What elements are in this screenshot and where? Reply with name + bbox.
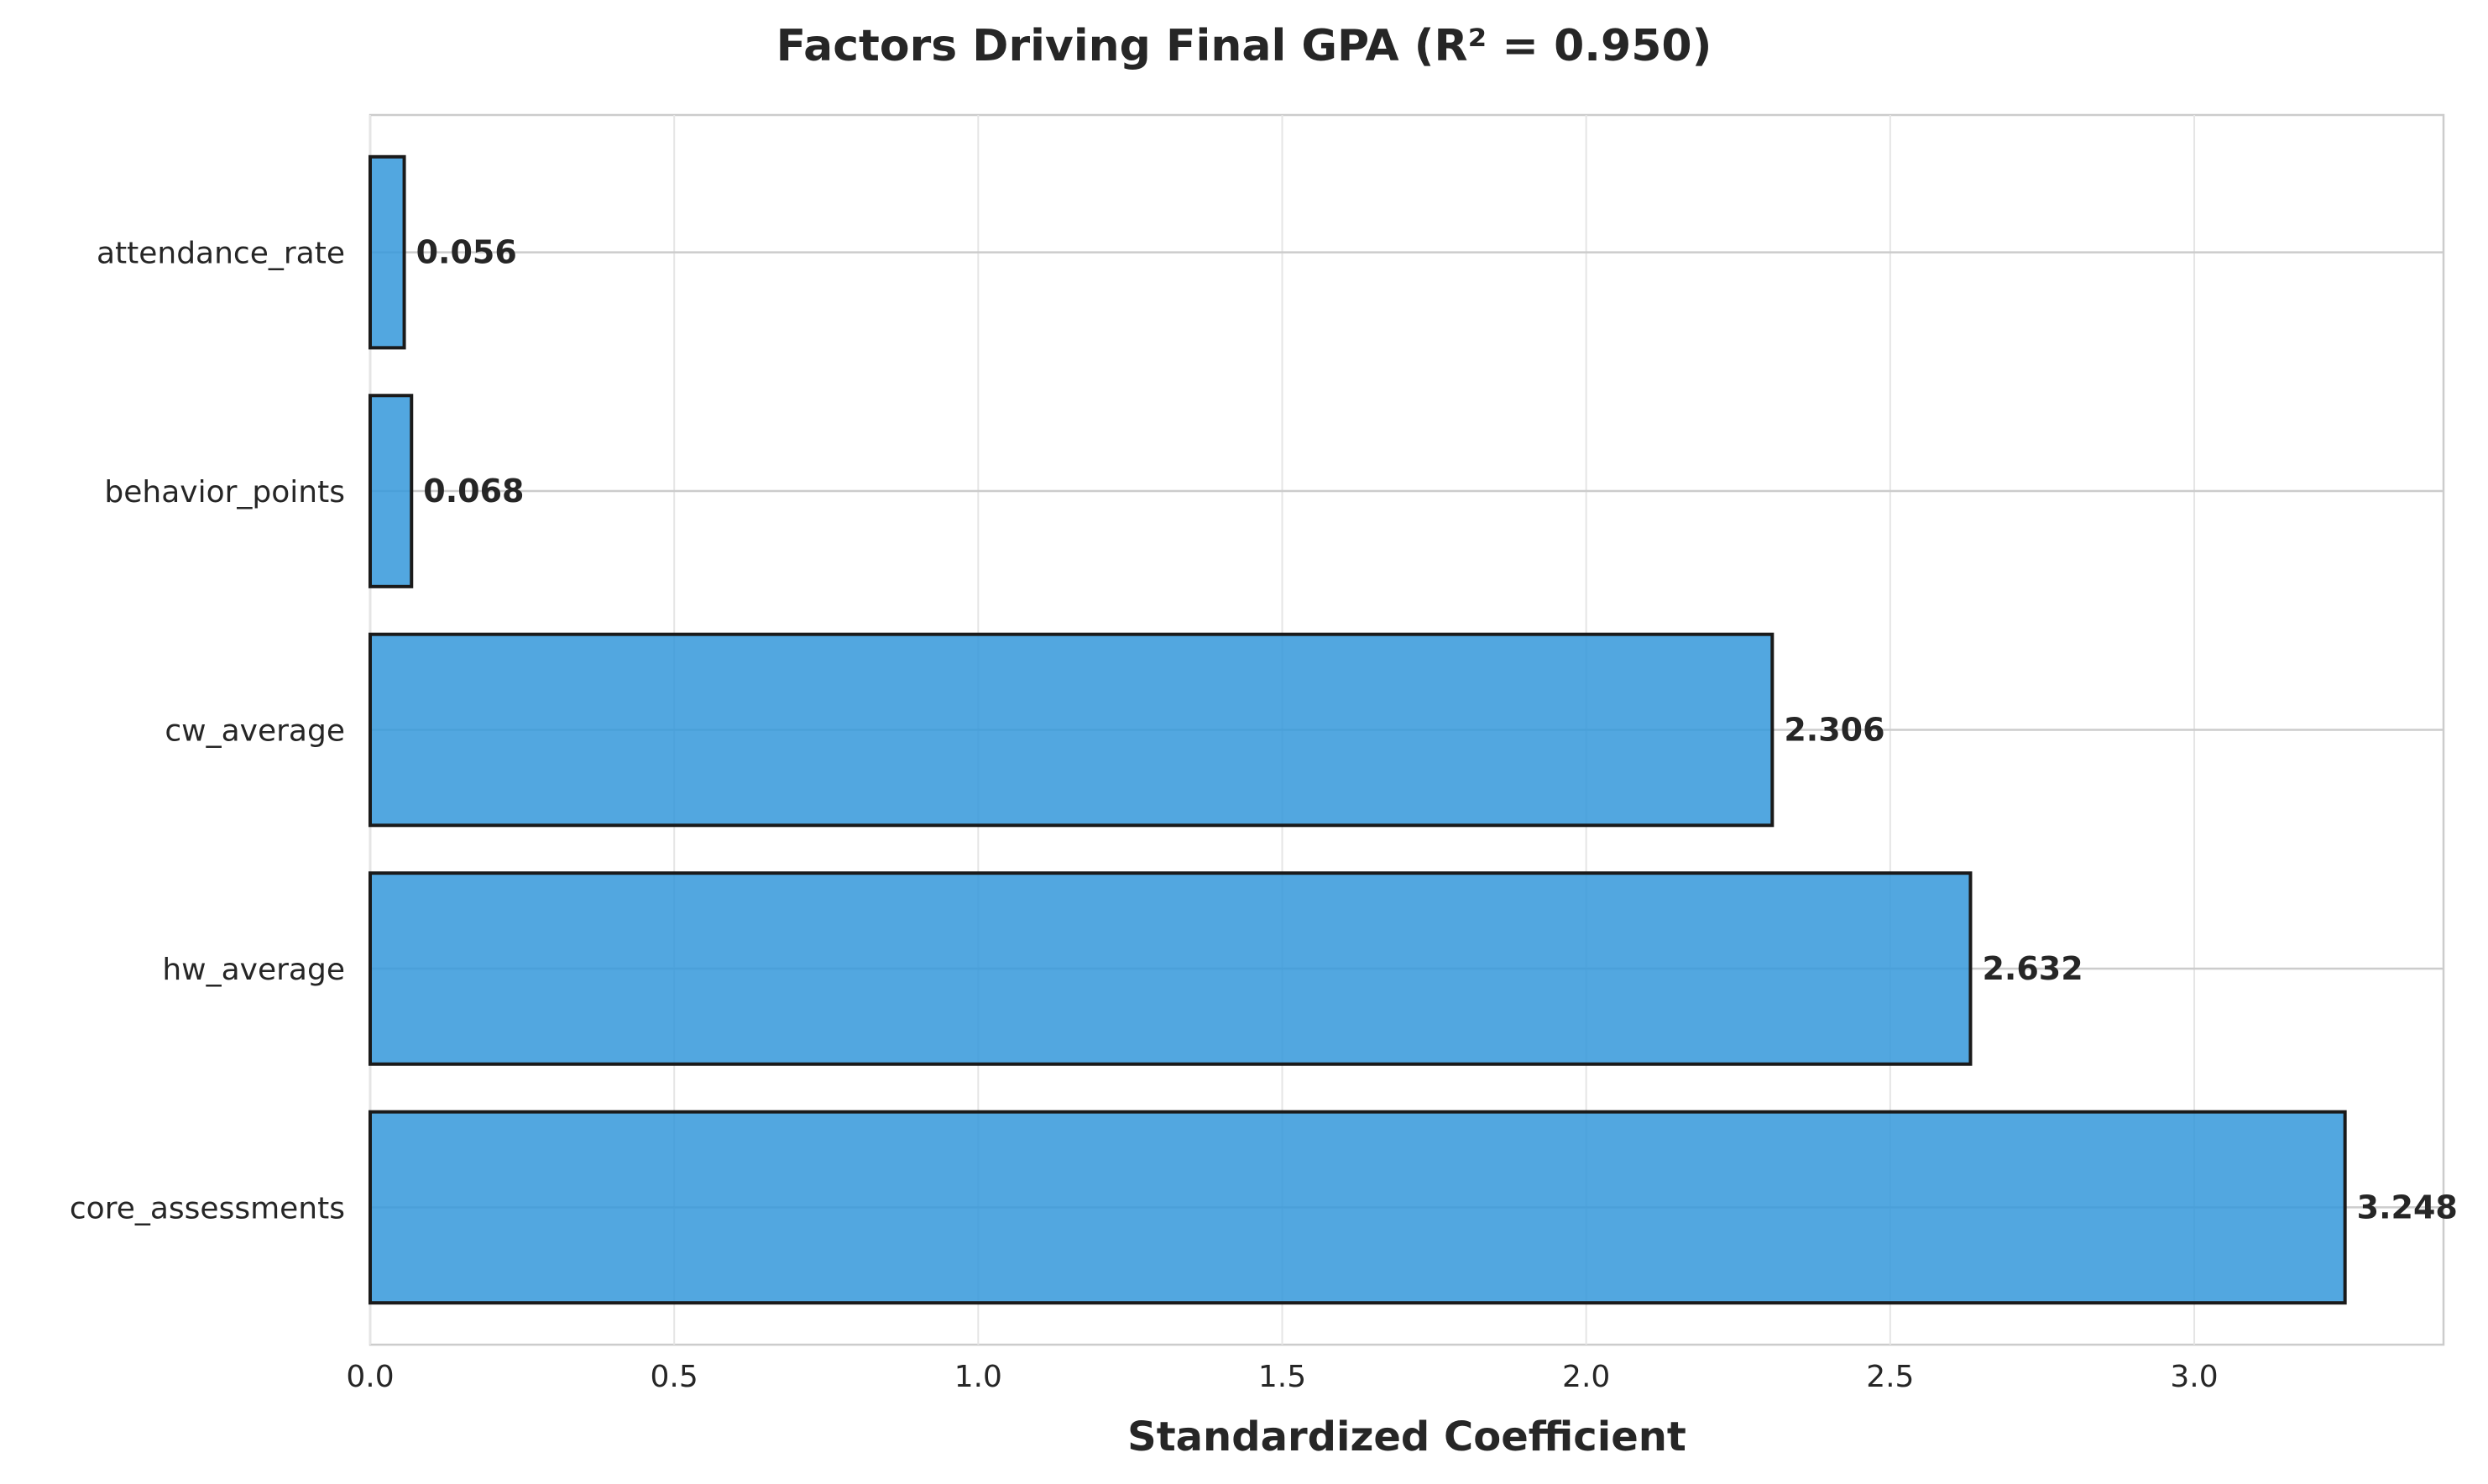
bar-behavior_points [368,394,414,588]
y-tick-label-attendance_rate: attendance_rate [97,237,345,271]
bar-core_assessments [368,1110,2347,1305]
x-tick-label: 2.5 [1866,1360,1914,1394]
bars [368,154,2347,1305]
bar-hw_average [368,871,1973,1066]
x-tick-label: 2.0 [1562,1360,1610,1394]
y-tick-label-cw_average: cw_average [165,714,345,749]
x-tick-label: 3.0 [2170,1360,2218,1394]
data-label-behavior_points: 0.068 [423,473,524,509]
x-tick-labels: 0.0 0.5 1.0 1.5 2.0 2.5 3.0 [346,1360,2218,1394]
data-label-attendance_rate: 0.056 [416,234,517,271]
x-tick-label: 1.5 [1258,1360,1306,1394]
y-tick-label-behavior_points: behavior_points [104,475,345,509]
data-label-hw_average: 2.632 [1982,950,2083,987]
data-labels: 0.056 0.068 2.306 2.632 3.248 [416,234,2458,1226]
x-tick-label: 1.0 [954,1360,1002,1394]
bar-cw_average [368,632,1775,828]
y-tick-label-hw_average: hw_average [162,953,345,987]
x-axis-label: Standardized Coefficient [1127,1413,1686,1460]
x-tick-label: 0.5 [651,1360,698,1394]
data-label-cw_average: 2.306 [1784,712,1884,749]
bar-attendance_rate [368,154,406,350]
y-tick-label-core_assessments: core_assessments [70,1191,345,1225]
x-tick-label: 0.0 [346,1360,394,1394]
chart-title: Factors Driving Final GPA (R² = 0.950) [776,21,1712,71]
y-tick-labels: attendance_rate behavior_points cw_average… [70,237,345,1226]
data-label-core_assessments: 3.248 [2357,1189,2458,1225]
